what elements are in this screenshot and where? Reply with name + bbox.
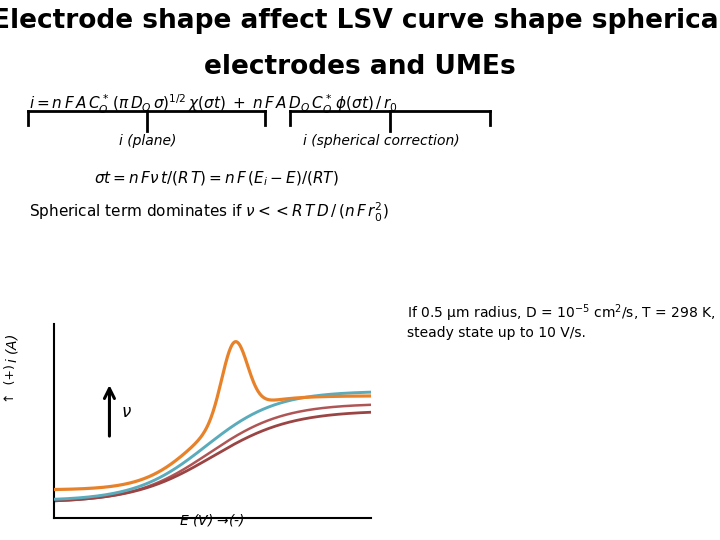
Text: Electrode shape affect LSV curve shape spherical: Electrode shape affect LSV curve shape s… [0,8,720,34]
Text: electrodes and UMEs: electrodes and UMEs [204,54,516,80]
Text: Spherical term dominates if $\nu << R\,T\,D\,/\,(n\,F\,r_0^2)$: Spherical term dominates if $\nu << R\,T… [29,201,389,224]
Text: $\sigma t = n\,F\nu\,t/(R\,T) = n\,F\,(E_i - E)/(RT)$: $\sigma t = n\,F\nu\,t/(R\,T) = n\,F\,(E… [94,170,338,188]
Text: If 0.5 μm radius, D = 10$^{-5}$ cm$^2$/s, T = 298 K,
steady state up to 10 V/s.: If 0.5 μm radius, D = 10$^{-5}$ cm$^2$/s… [407,302,716,340]
Text: ↑  (+): ↑ (+) [4,364,17,403]
Text: $i = n\,F\,A\,C_O^*\,(\pi\,D_O\,\sigma)^{1/2}\,\chi(\sigma t)$$\;+\;n\,F\,A\,D_O: $i = n\,F\,A\,C_O^*\,(\pi\,D_O\,\sigma)^… [29,93,397,116]
Text: i (spherical correction): i (spherical correction) [303,134,460,148]
Text: $\nu$: $\nu$ [120,403,132,421]
Text: $i$ (A): $i$ (A) [4,334,19,363]
Text: i (plane): i (plane) [119,134,176,148]
Text: $E$ (V) →(-): $E$ (V) →(-) [179,512,246,528]
